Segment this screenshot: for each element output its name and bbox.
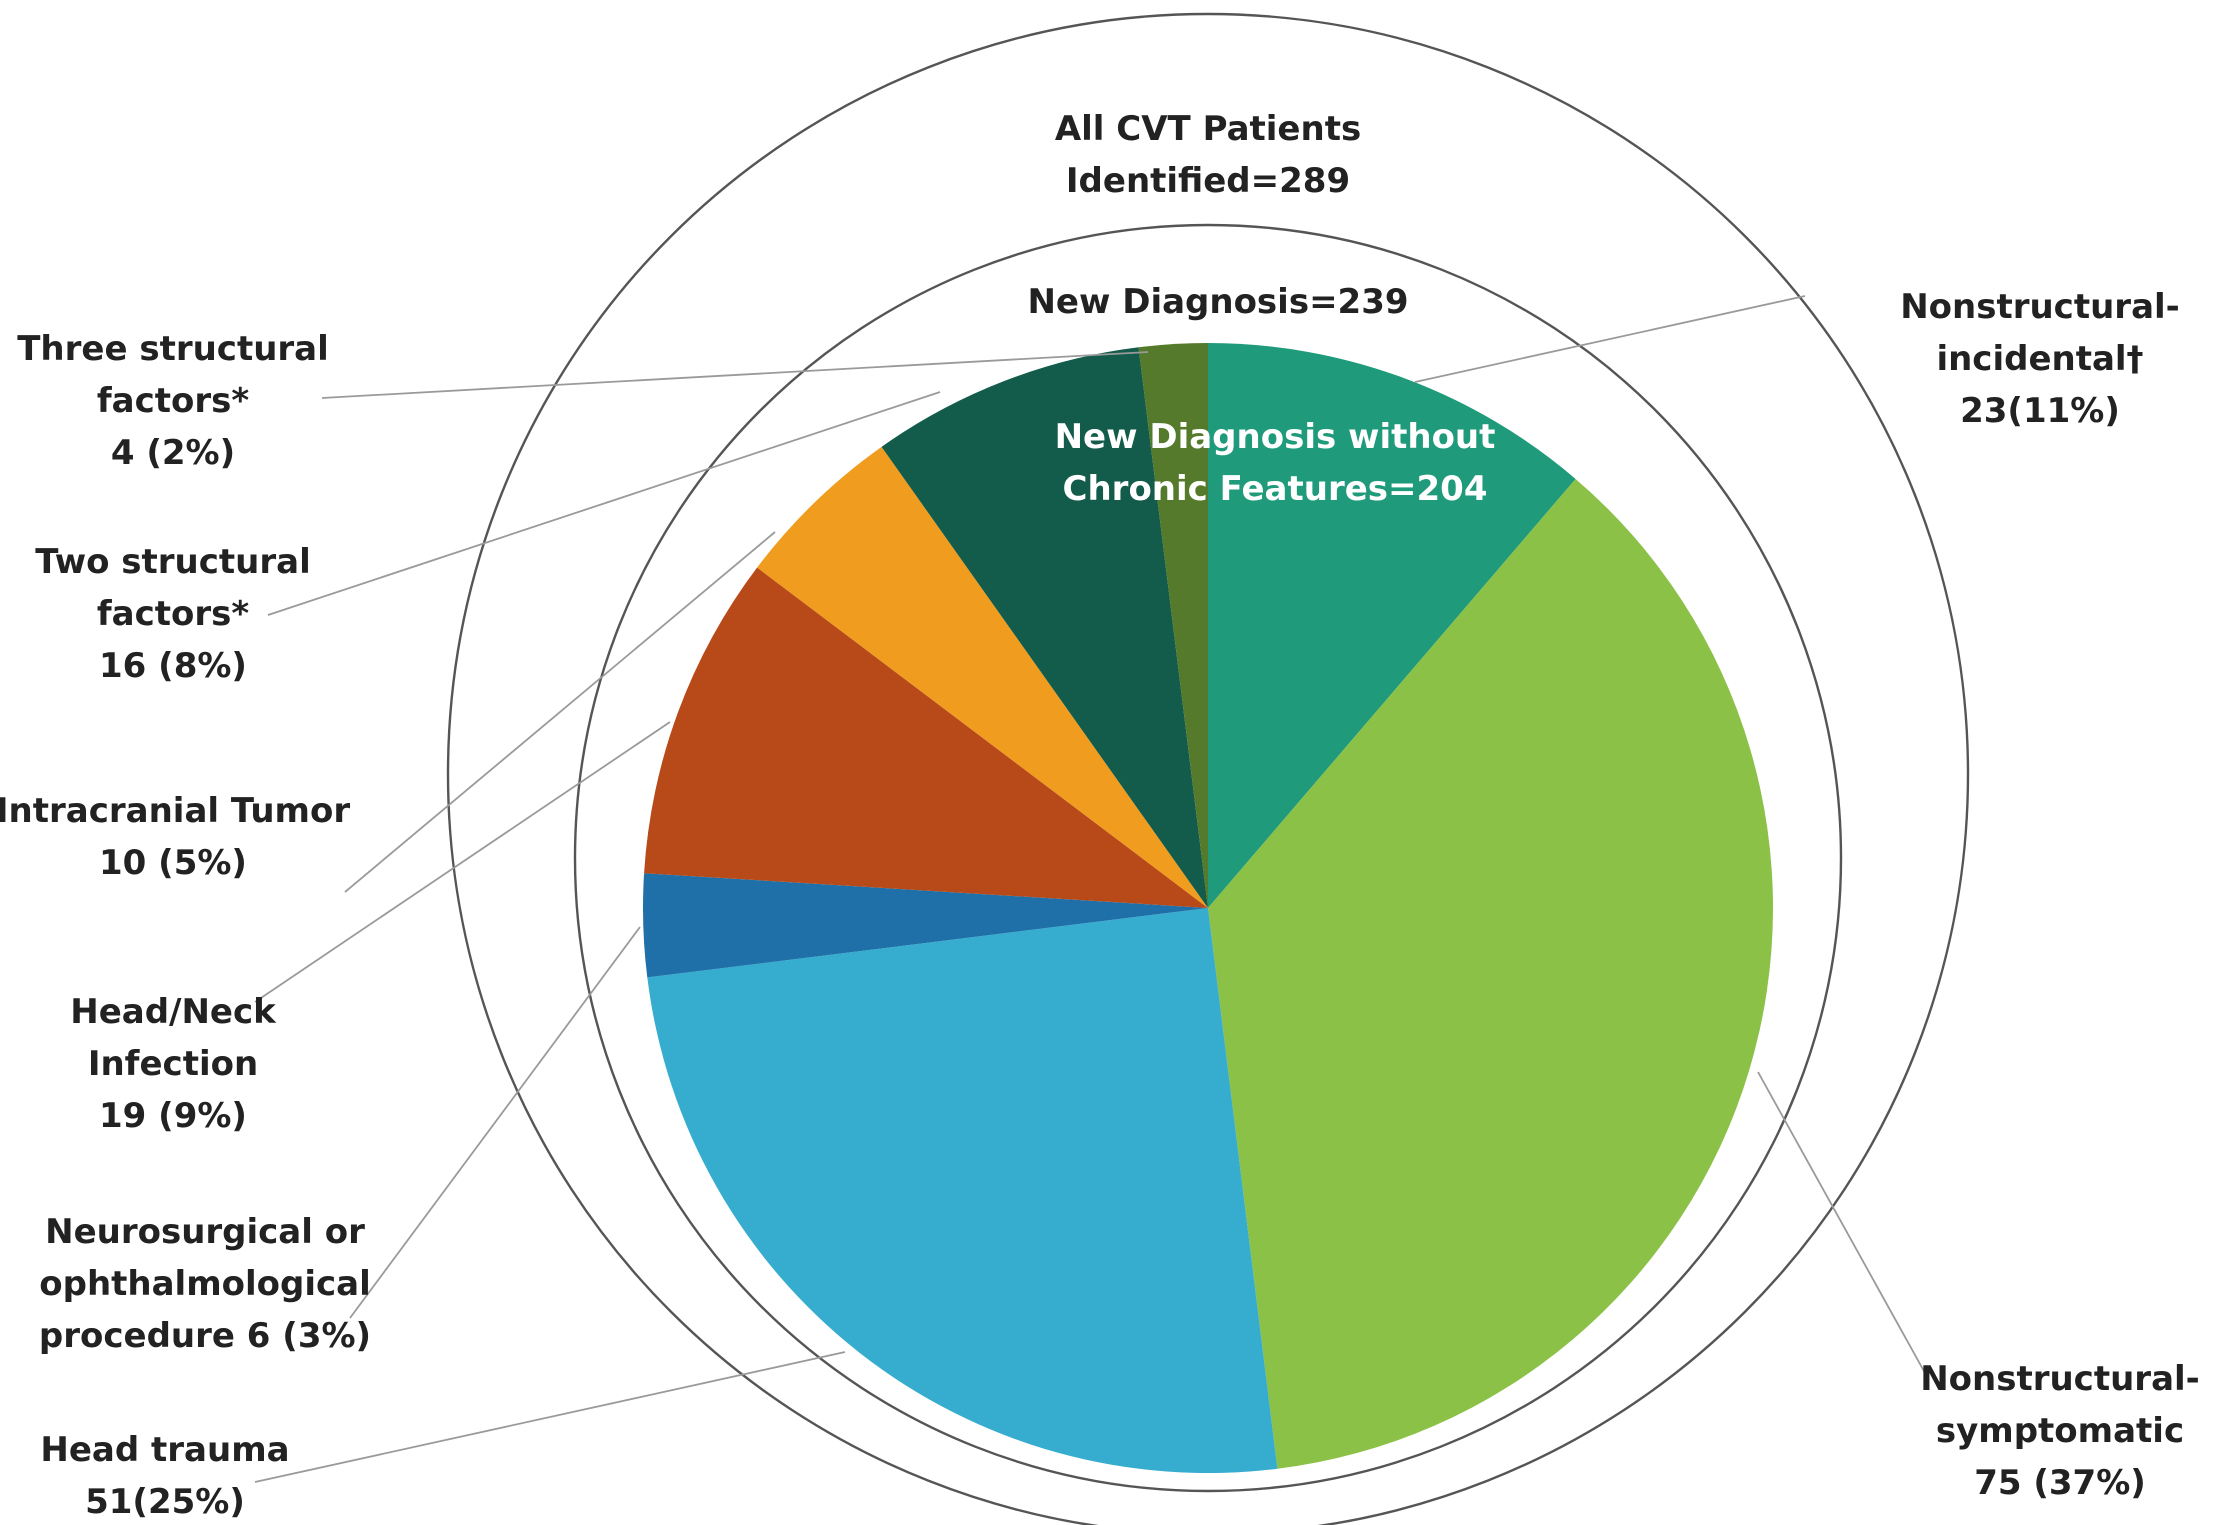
pie-slice-2 <box>647 908 1278 1474</box>
slice-label-1: Nonstructural-symptomatic 75 (37%) <box>1920 1359 2200 1503</box>
middle-ring-new-diagnosis <box>573 223 1843 1493</box>
middle-ring-label: New Diagnosis=239 <box>1027 282 1408 322</box>
pie-title-label: New Diagnosis without Chronic Features=20… <box>1055 417 1496 509</box>
leader-line-0 <box>1414 295 1806 383</box>
pie-slice-4 <box>644 567 1208 908</box>
leader-line-6 <box>267 391 941 616</box>
leader-line-2 <box>254 1351 846 1483</box>
pie-slice-5 <box>757 446 1208 908</box>
slice-label-7: Three structural factors* 4 (2%) <box>17 329 329 473</box>
leader-line-4 <box>254 721 671 1003</box>
slice-label-4: Head/Neck Infection 19 (9%) <box>70 992 277 1136</box>
outer-ring-all-cvt <box>447 13 1969 1525</box>
slice-label-6: Two structural factors* 16 (8%) <box>35 542 311 686</box>
pie-slice-6 <box>881 347 1208 908</box>
slice-label-2: Head trauma 51(25%) <box>40 1430 289 1522</box>
leader-line-1 <box>1757 1071 1926 1374</box>
outer-ring-label: All CVT Patients Identified=289 <box>1055 109 1361 201</box>
pie-slice-3 <box>642 873 1208 978</box>
slice-label-5: Intracranial Tumor 10 (5%) <box>0 791 350 883</box>
pie-slice-0 <box>1208 343 1576 908</box>
pie-slice-1 <box>1208 478 1773 1469</box>
slice-label-3: Neurosurgical or ophthalmological procedur… <box>39 1212 371 1356</box>
leader-line-7 <box>321 351 1149 399</box>
pie-slice-7 <box>1138 343 1208 908</box>
leader-line-5 <box>344 531 776 893</box>
slice-label-0: Nonstructural-incidental† 23(11%) <box>1900 287 2180 431</box>
leader-line-3 <box>349 926 641 1319</box>
